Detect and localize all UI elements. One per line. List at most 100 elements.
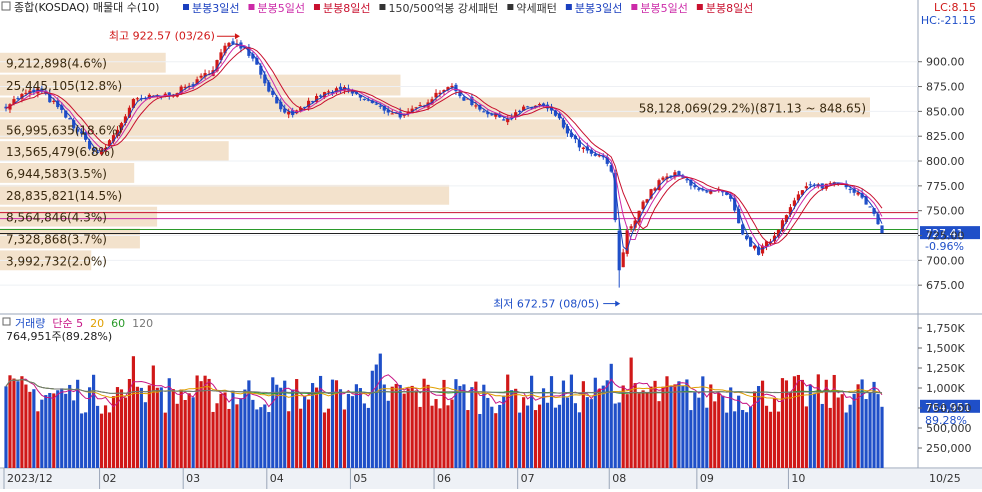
volume-profile-bar (0, 184, 450, 205)
volume-bar (729, 387, 733, 468)
candle-body (119, 123, 124, 131)
candle-body (36, 88, 40, 94)
candle-body (569, 132, 574, 137)
volume-profile-bar (0, 74, 401, 96)
volume-bar (709, 384, 713, 468)
legend-item: 분봉5일선 (640, 1, 687, 15)
volume-bar (541, 388, 546, 468)
legend-swatch-icon (313, 4, 320, 10)
volume-bar (832, 374, 836, 468)
volume-bar (139, 387, 143, 468)
candle-body (494, 113, 498, 117)
volume-bar (151, 365, 155, 468)
volume-bar (693, 392, 697, 468)
volume-bar (490, 406, 494, 468)
candle-body (741, 224, 745, 235)
volume-bar (756, 386, 761, 468)
volume-bar (378, 353, 382, 468)
volume-bar (111, 396, 116, 468)
candle-body (490, 114, 494, 116)
candle-body (362, 98, 366, 100)
volume-bar (199, 381, 203, 468)
candle-body (852, 188, 856, 193)
date-tick-label: 04 (270, 472, 284, 485)
volume-bar (561, 380, 566, 468)
volume-bar (673, 384, 677, 468)
volume-bar (840, 394, 844, 468)
volume-bar (645, 392, 649, 468)
candle-body (434, 92, 438, 98)
volume-bar (28, 391, 32, 468)
candle-body (438, 92, 442, 95)
volume-bar (287, 411, 291, 468)
volume-profile-label: 6,944,583(3.5%) (6, 167, 107, 181)
volume-bar (358, 388, 362, 468)
volume-legend-item: 거래량 (15, 317, 45, 330)
volume-bar (522, 397, 526, 468)
volume-profile-label: 9,212,898(4.6%) (6, 57, 107, 71)
candle-body (589, 149, 593, 154)
volume-bar (119, 389, 124, 468)
volume-bar (52, 393, 56, 468)
volume-bar (346, 393, 351, 468)
volume-bar (259, 407, 263, 468)
volume-bar (48, 392, 52, 468)
volume-bar (573, 403, 577, 468)
volume-profile-label: 8,564,846(4.3%) (6, 211, 107, 225)
candle-body (637, 210, 641, 223)
price-tick-label: 800.00 (926, 155, 965, 168)
candle-body (526, 106, 530, 108)
candle-body (92, 148, 96, 151)
volume-legend: 거래량 단순 5 20 60 120 (15, 317, 153, 330)
candle-body (824, 183, 828, 189)
volume-bar (745, 412, 749, 468)
volume-bar (131, 356, 136, 468)
volume-bar (255, 409, 259, 468)
candle-body (48, 93, 52, 103)
volume-profile-label: 13,565,479(6.8%) (6, 145, 115, 159)
volume-bar (40, 399, 44, 468)
volume-bar (303, 395, 307, 468)
candle-body (633, 220, 637, 228)
volume-bar (434, 399, 438, 468)
low-arrowhead-icon (615, 300, 621, 307)
candle-body (334, 88, 339, 92)
candle-body (653, 188, 657, 191)
volume-bar (685, 379, 689, 468)
volume-bar (390, 386, 394, 468)
volume-bar (326, 408, 331, 468)
current-volume-ratio: 89.28% (925, 414, 967, 427)
candle-body (856, 192, 860, 195)
volume-bar (721, 395, 725, 468)
volume-bar (227, 408, 231, 468)
candle-body (32, 89, 36, 92)
candle-body (557, 113, 562, 119)
volume-bar (553, 407, 558, 468)
candle-body (24, 92, 28, 94)
candle-body (816, 184, 820, 187)
volume-bar (510, 390, 514, 468)
header-box-icon[interactable] (1, 1, 11, 11)
volume-bar (56, 390, 60, 468)
candle-body (693, 185, 697, 188)
volume-bar (494, 413, 498, 468)
date-axis: 2023/12 02 03 04 05 06 07 08 09 10 10/25 (3, 468, 961, 489)
candle-body (860, 193, 864, 198)
volume-bar (115, 387, 120, 468)
current-price-label: 727.41 (925, 227, 964, 240)
legend-swatch-icon (631, 4, 638, 10)
volume-profile (0, 52, 870, 271)
volume-bar (8, 375, 12, 468)
candle-body (597, 155, 601, 157)
candle-body (199, 75, 203, 78)
candle-body (537, 104, 542, 106)
legend-item: 약세패턴 (516, 1, 556, 15)
candle-body (733, 197, 737, 211)
volume-profile-label: 58,128,069(29.2%)(871.13 ~ 848.65) (639, 101, 866, 115)
candle-body (12, 99, 16, 105)
volume-bar (231, 390, 235, 468)
volume-box-icon[interactable] (2, 317, 11, 326)
volume-bar (836, 397, 840, 468)
